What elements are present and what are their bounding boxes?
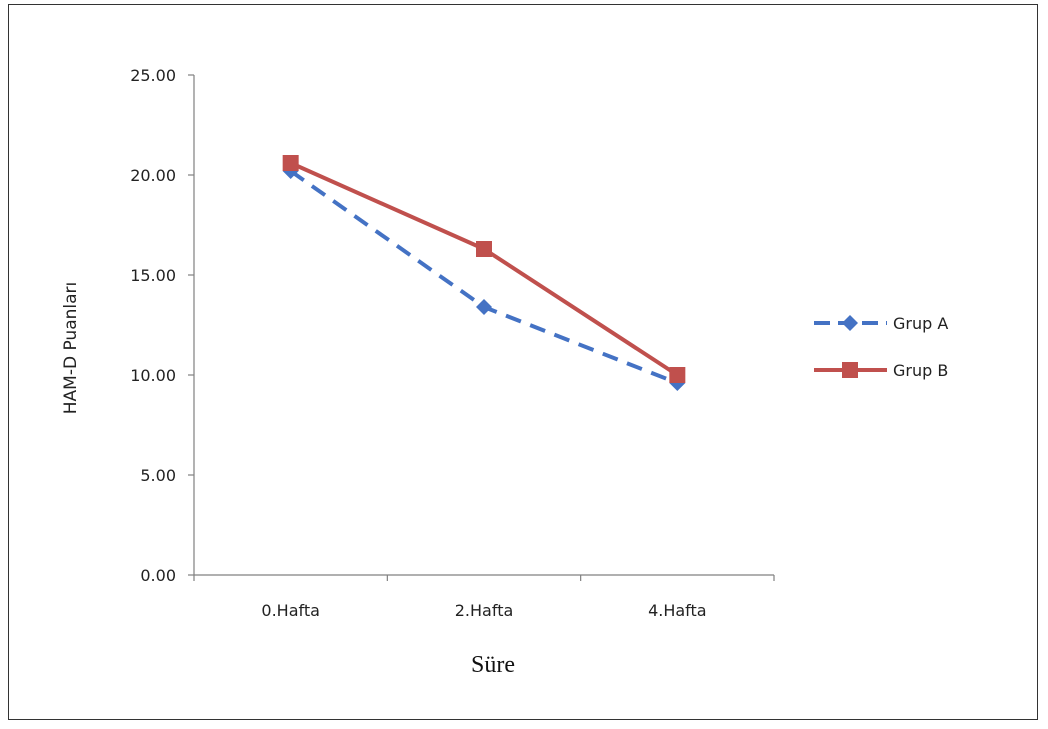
legend-entry: Grup A [814, 314, 948, 333]
x-axis-title: Süre [471, 652, 515, 678]
legend-label: Grup B [893, 361, 948, 380]
legend-marker [842, 315, 858, 331]
legend: Grup A Grup B [814, 314, 948, 380]
x-tick-label: 2.Hafta [455, 601, 514, 620]
series-2 [282, 155, 686, 383]
y-tick-label: 25.00 [130, 66, 176, 85]
y-tick-label: 20.00 [130, 166, 176, 185]
y-axis-title: HAM-D Puanları [61, 282, 81, 414]
axes [193, 75, 774, 576]
legend-marker [842, 362, 858, 378]
y-tick-label: 5.00 [140, 466, 176, 485]
series-1 [282, 163, 686, 391]
legend-label: Grup A [893, 314, 948, 333]
x-tick-label: 0.Hafta [261, 601, 320, 620]
data-point [476, 299, 492, 315]
y-tick-label: 0.00 [140, 566, 176, 585]
legend-entry: Grup B [814, 361, 948, 380]
y-tick-label: 10.00 [130, 366, 176, 385]
data-point [669, 367, 686, 383]
data-point [282, 155, 299, 171]
data-point [476, 241, 492, 257]
series-layer [282, 155, 686, 391]
chart-frame: 0.00 5.00 10.00 15.00 20.00 25.00 0.Hafta 2.Ha… [8, 4, 1038, 720]
x-axis-ticks: 0.Hafta 2.Hafta 4.Hafta [193, 575, 775, 620]
y-axis-ticks: 0.00 5.00 10.00 15.00 20.00 25.00 [130, 66, 194, 585]
line-chart: 0.00 5.00 10.00 15.00 20.00 25.00 0.Hafta 2.Ha… [61, 66, 948, 678]
y-tick-label: 15.00 [130, 266, 176, 285]
series-line [289, 161, 679, 377]
x-tick-label: 4.Hafta [648, 601, 707, 620]
series-line [289, 169, 679, 385]
